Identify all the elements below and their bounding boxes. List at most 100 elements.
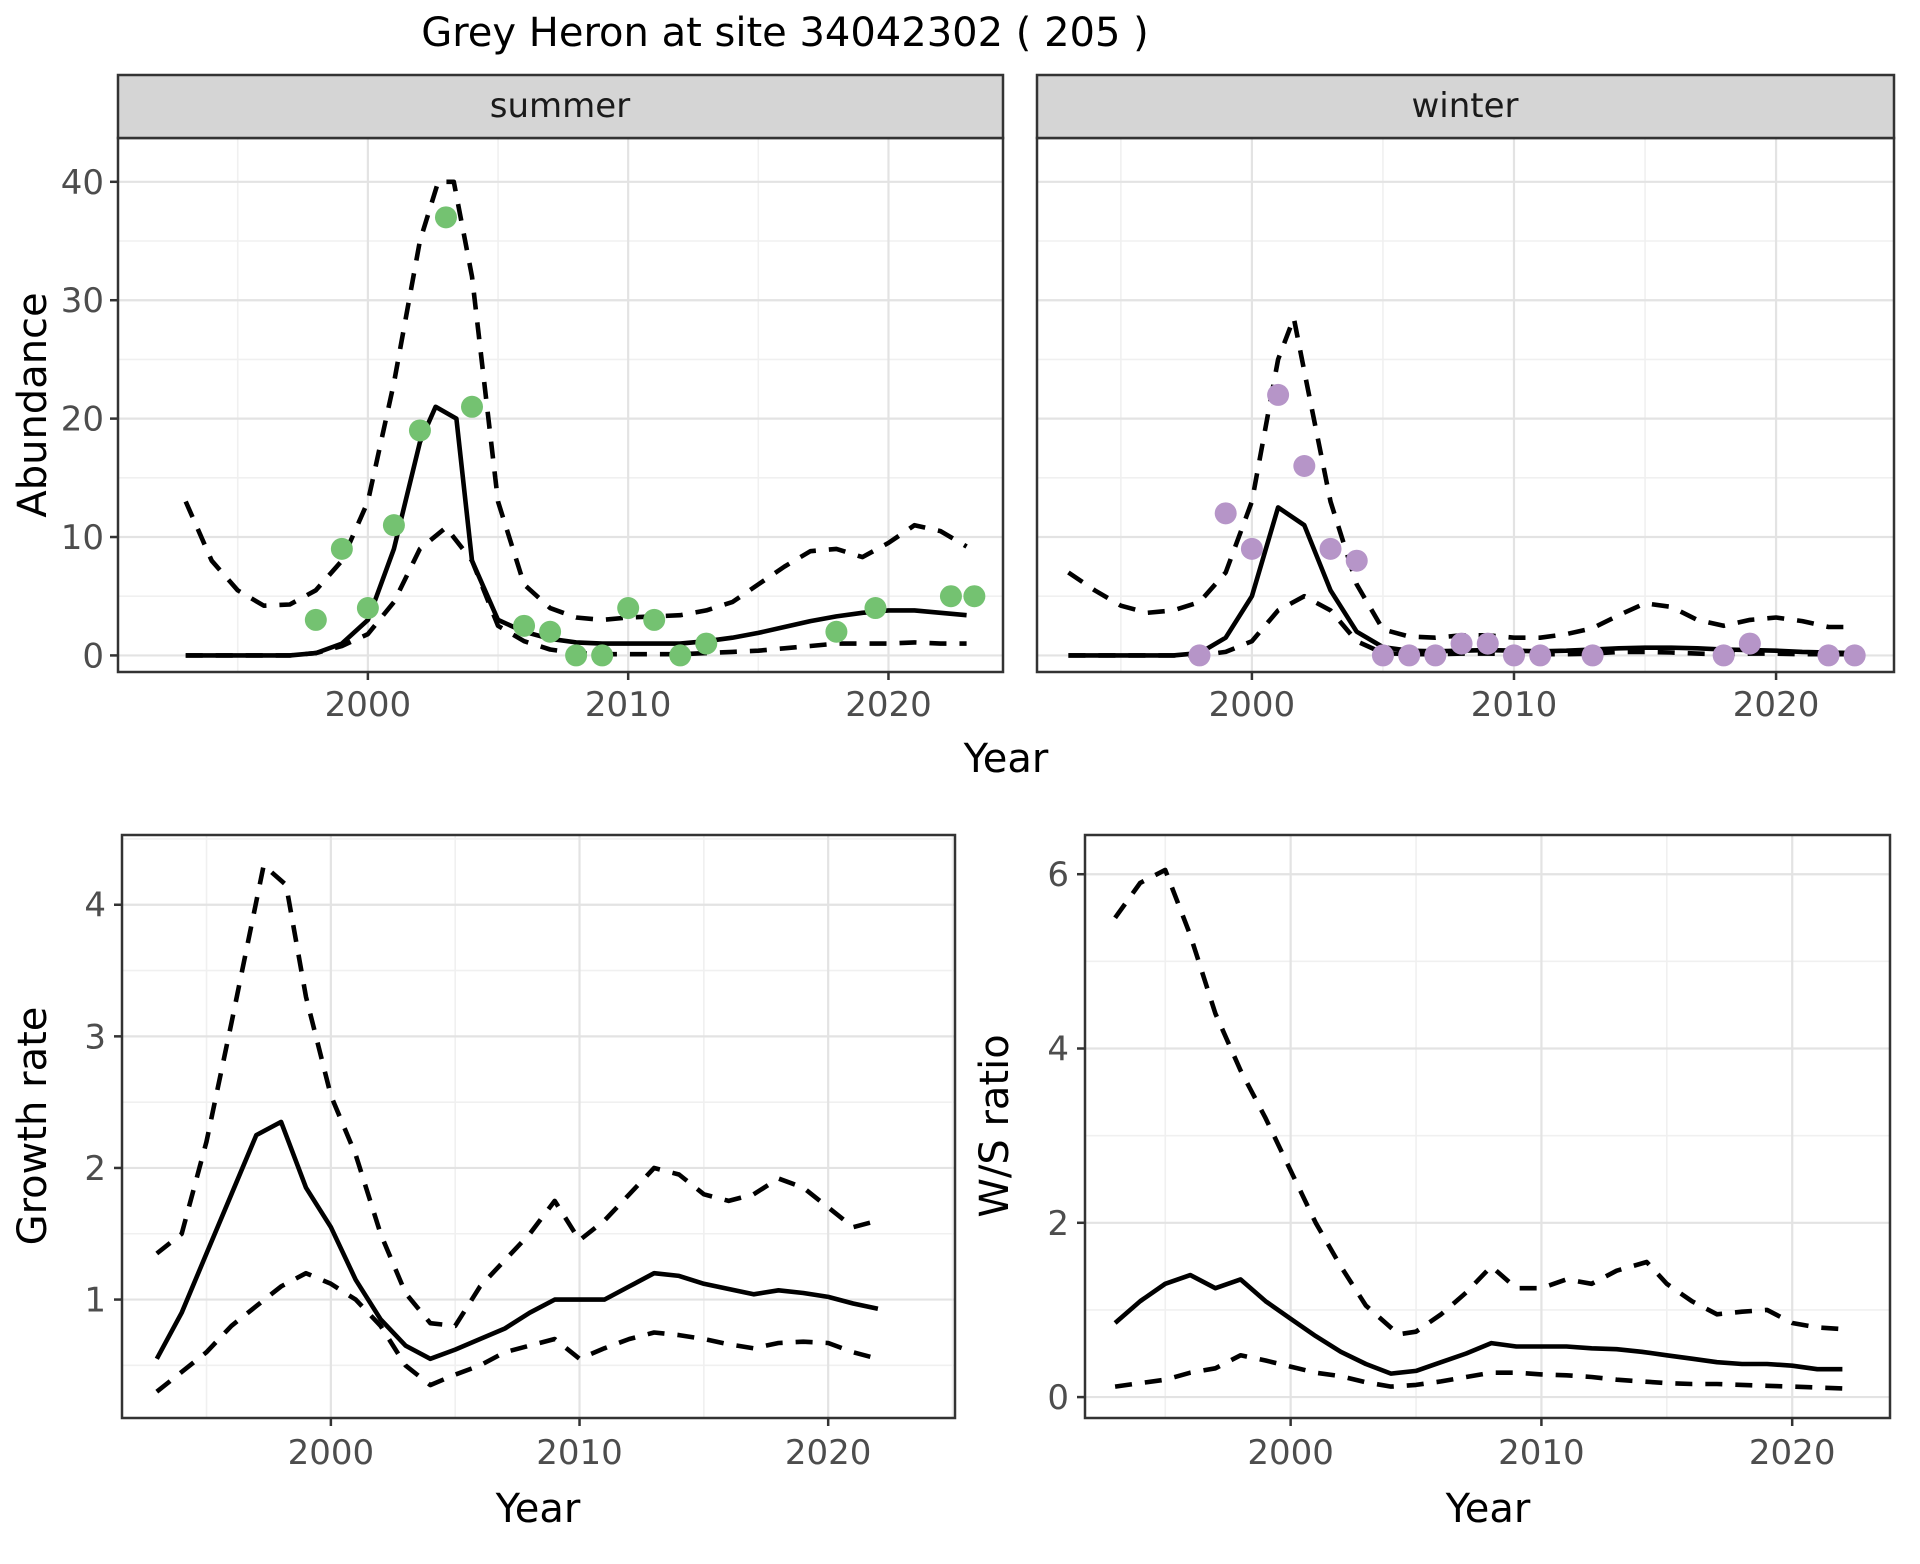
winter-panel: 2000 2010 2020 bbox=[1035, 136, 1896, 725]
x-tick-label: 2020 bbox=[1733, 685, 1820, 725]
winter-ci_upper-line bbox=[1067, 315, 1855, 640]
facet-strip-summer-label: summer bbox=[490, 86, 630, 126]
y-tick-label: 6 bbox=[1047, 855, 1069, 895]
summer-observed-point bbox=[513, 614, 536, 637]
summer-fitted-line bbox=[185, 404, 967, 658]
x-tick-label: 2000 bbox=[288, 1433, 375, 1473]
x-tick-label: 2000 bbox=[1247, 1433, 1334, 1473]
summer-panel-background bbox=[118, 138, 1003, 672]
facet-strip-summer: summer bbox=[116, 73, 1005, 140]
winter-observed-point bbox=[1843, 644, 1866, 667]
winter-observed-point bbox=[1424, 644, 1447, 667]
facet-strip-winter-box bbox=[1035, 73, 1896, 140]
growth-ci_lower-line bbox=[155, 1270, 879, 1394]
x-axis-title-year-top: Year bbox=[963, 736, 1049, 782]
y-tick-label: 0 bbox=[1047, 1378, 1069, 1418]
y-tick-label: 40 bbox=[61, 163, 104, 203]
winter-observed-point bbox=[1738, 632, 1761, 655]
ws-ci_upper-line bbox=[1113, 867, 1843, 1337]
plot-title: Grey Heron at site 34042302 ( 205 ) bbox=[421, 10, 1149, 56]
winter-observed-point bbox=[1345, 549, 1368, 572]
winter-observed-point bbox=[1293, 454, 1316, 477]
summer-observed-point bbox=[643, 608, 666, 631]
y-tick-label: 4 bbox=[84, 886, 106, 926]
growth-ci_upper-line bbox=[155, 863, 879, 1329]
x-tick-label: 2020 bbox=[845, 685, 932, 725]
facet-strip-winter: winter bbox=[1035, 73, 1896, 140]
y-tick-label: 2 bbox=[1047, 1204, 1069, 1244]
summer-observed-point bbox=[864, 597, 887, 620]
ws-series bbox=[1113, 867, 1843, 1391]
winter-observed-point bbox=[1529, 644, 1552, 667]
summer-panel: 2000 2010 2020 0 10 20 30 40 bbox=[61, 136, 1005, 725]
facet-strip-winter-label: winter bbox=[1411, 86, 1518, 126]
winter-observed-point bbox=[1398, 644, 1421, 667]
growth-panel-border bbox=[120, 833, 957, 1420]
y-tick-label: 1 bbox=[84, 1281, 106, 1321]
y-tick-label: 3 bbox=[84, 1017, 106, 1057]
summer-observed-point bbox=[330, 537, 353, 560]
y-tick-label: 20 bbox=[61, 400, 104, 440]
x-tick-label: 2010 bbox=[585, 685, 672, 725]
winter-observed-point bbox=[1214, 502, 1237, 525]
summer-observed-point bbox=[304, 608, 327, 631]
winter-panel-background bbox=[1037, 138, 1894, 672]
winter-observed-point bbox=[1267, 383, 1290, 406]
summer-observed-point bbox=[695, 632, 718, 655]
y-tick-label: 0 bbox=[82, 636, 104, 676]
x-axis-title-year-growth: Year bbox=[495, 1486, 581, 1532]
y-axis-title-ws-ratio: W/S ratio bbox=[972, 1034, 1018, 1217]
y-axis-title-growth-rate: Growth rate bbox=[10, 1007, 56, 1246]
summer-observed-point bbox=[539, 620, 562, 643]
summer-observed-point bbox=[382, 514, 405, 537]
summer-observed-point bbox=[461, 395, 483, 418]
y-tick-label: 2 bbox=[84, 1149, 106, 1189]
x-tick-label: 2010 bbox=[1498, 1433, 1585, 1473]
x-tick-label: 2020 bbox=[785, 1433, 872, 1473]
winter-observed-point bbox=[1581, 644, 1604, 667]
x-tick-label: 2000 bbox=[1209, 685, 1296, 725]
summer-ci_upper-line bbox=[183, 179, 968, 623]
ws-panel-border bbox=[1083, 833, 1892, 1420]
summer-series bbox=[183, 179, 986, 667]
summer-observed-point bbox=[356, 597, 379, 620]
summer-observed-point bbox=[565, 644, 588, 667]
summer-observed-points bbox=[304, 206, 986, 667]
summer-observed-point bbox=[669, 644, 692, 667]
winter-observed-point bbox=[1712, 644, 1735, 667]
winter-observed-point bbox=[1371, 644, 1394, 667]
summer-observed-point bbox=[963, 585, 986, 608]
summer-observed-point bbox=[939, 585, 962, 608]
growth-panel: 2000 2010 2020 1 2 3 4 bbox=[84, 833, 957, 1473]
x-tick-label: 2010 bbox=[1471, 685, 1558, 725]
x-axis-title-year-ws: Year bbox=[1445, 1486, 1531, 1532]
y-axis-title-abundance: Abundance bbox=[10, 292, 56, 517]
facet-strip-summer-box bbox=[116, 73, 1005, 140]
y-tick-label: 4 bbox=[1047, 1030, 1069, 1070]
growth-series bbox=[154, 863, 879, 1394]
summer-observed-point bbox=[617, 597, 640, 620]
winter-observed-point bbox=[1502, 644, 1525, 667]
winter-observed-point bbox=[1450, 632, 1473, 655]
winter-observed-point bbox=[1188, 644, 1211, 667]
ws-panel-background bbox=[1085, 835, 1890, 1418]
summer-observed-point bbox=[408, 419, 431, 442]
growth-panel-background bbox=[122, 835, 955, 1418]
ws-panel: 2000 2010 2020 0 2 4 6 bbox=[1047, 833, 1892, 1473]
winter-observed-point bbox=[1240, 537, 1263, 560]
ws-ci_lower-line bbox=[1114, 1353, 1843, 1391]
x-tick-label: 2020 bbox=[1749, 1433, 1836, 1473]
x-tick-label: 2010 bbox=[536, 1433, 623, 1473]
x-tick-label: 2000 bbox=[325, 685, 412, 725]
winter-observed-points bbox=[1188, 383, 1866, 667]
summer-observed-point bbox=[825, 620, 848, 643]
winter-observed-point bbox=[1817, 644, 1840, 667]
summer-observed-point bbox=[434, 206, 457, 229]
winter-observed-point bbox=[1476, 632, 1499, 655]
winter-observed-point bbox=[1319, 537, 1342, 560]
growth-fitted-line bbox=[154, 1119, 879, 1362]
y-tick-label: 30 bbox=[61, 281, 104, 321]
winter-series bbox=[1067, 315, 1866, 667]
